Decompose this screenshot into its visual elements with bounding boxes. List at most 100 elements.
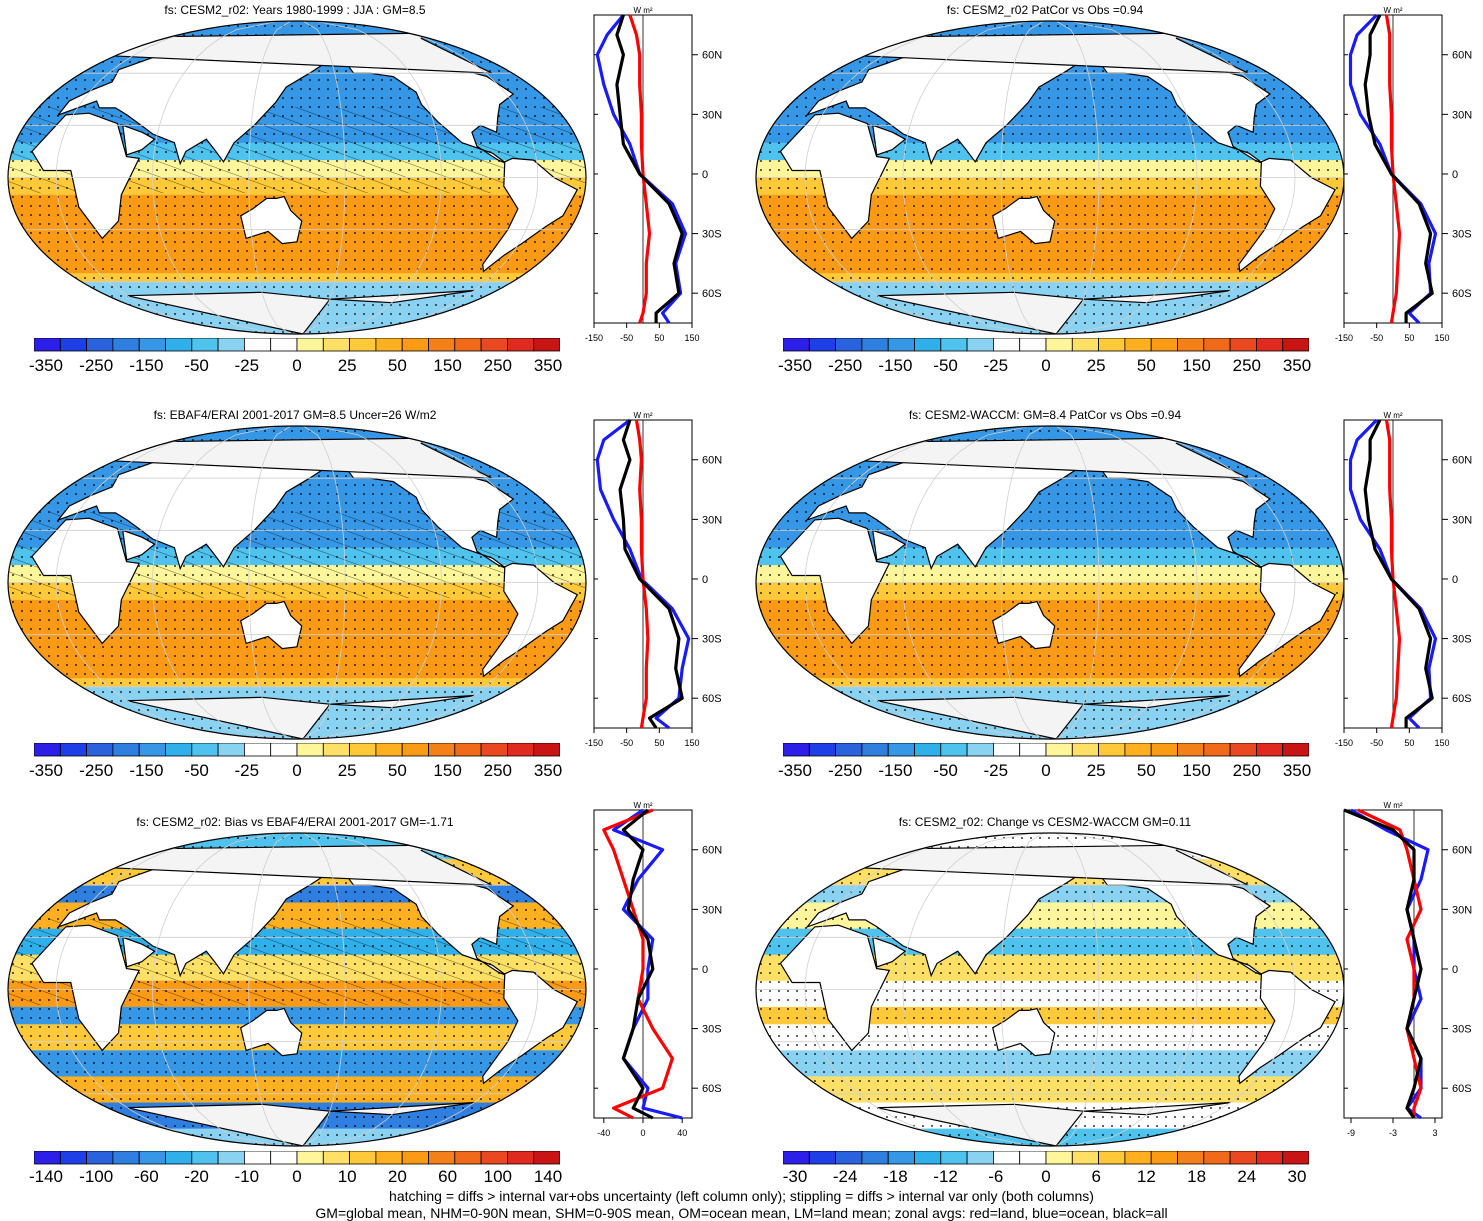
lat-tick-label: 30S xyxy=(702,229,722,241)
colorbar-tick-label: -10 xyxy=(234,1167,260,1186)
lat-tick-label: 0 xyxy=(1452,169,1458,181)
colorbar-swatch xyxy=(138,1151,166,1165)
lat-tick-label: 60N xyxy=(702,845,722,857)
colorbar-swatch xyxy=(375,743,403,757)
zonal-unit-label: W m² xyxy=(1383,411,1402,420)
colorbar-swatch xyxy=(480,1151,508,1165)
zonal-mean-plot: W m² 60N 30N 0 30S 60S -150 -50 50 150 xyxy=(1335,6,1472,343)
colorbar-swatch xyxy=(1282,338,1309,352)
zonal-land-line xyxy=(1357,808,1423,1118)
colorbar xyxy=(34,338,560,352)
colorbar-swatch xyxy=(914,743,942,757)
lat-tick-label: 60N xyxy=(702,50,722,62)
continent-samerica xyxy=(1238,157,1336,273)
map-plot xyxy=(7,832,587,1147)
colorbar-labels: -350 -250 -150 -50 -25 0 25 50 150 250 350 xyxy=(29,356,563,378)
colorbar-swatch xyxy=(322,743,350,757)
lat-tick-label: 60S xyxy=(702,288,722,300)
colorbar-tick-label: -20 xyxy=(184,1167,209,1186)
colorbar-labels: -350 -250 -150 -50 -25 0 25 50 150 250 350 xyxy=(778,356,1312,378)
zonal-all-line xyxy=(1343,808,1423,1119)
colorbar-swatch xyxy=(217,1151,245,1165)
graticule-lon xyxy=(1055,833,1100,1146)
zonal-all-line xyxy=(615,14,684,323)
x-tick-label: 150 xyxy=(684,333,699,343)
colorbar-swatch xyxy=(270,743,298,757)
zonal-unit-label: W m² xyxy=(1383,801,1402,810)
colorbar-swatch xyxy=(59,743,87,757)
colorbar-tick-label: -250 xyxy=(828,761,863,780)
colorbar-tick-label: 150 xyxy=(433,761,462,780)
colorbar-swatch xyxy=(533,338,560,352)
colorbar-swatch xyxy=(1282,743,1309,757)
graticule-lon xyxy=(1068,833,1198,1146)
colorbar-tick-label: -24 xyxy=(832,1167,858,1186)
colorbar-swatch xyxy=(401,1151,429,1165)
graticule-lon xyxy=(327,426,539,739)
colorbar-swatch xyxy=(1229,743,1257,757)
colorbar-tick-label: -150 xyxy=(878,356,913,375)
colorbar-swatch xyxy=(1255,1151,1284,1165)
colorbar-swatch xyxy=(1124,1151,1152,1165)
lat-tick-label: 30N xyxy=(702,109,722,121)
colorbar-tick-label: -6 xyxy=(988,1167,1004,1186)
x-tick-label: 40 xyxy=(677,1128,687,1138)
graticule-lon xyxy=(1080,833,1296,1146)
map-plot xyxy=(755,20,1345,335)
colorbar-tick-label: 10 xyxy=(337,1167,357,1186)
graticule-lon xyxy=(248,426,292,739)
graticule-lon xyxy=(55,833,267,1146)
continent-eurasia xyxy=(805,447,1087,571)
map-field xyxy=(8,426,586,739)
colorbar-swatch xyxy=(1045,338,1073,352)
colorbar xyxy=(783,1151,1309,1165)
continent-australia xyxy=(992,1007,1056,1057)
colorbar-tick-label: 350 xyxy=(533,356,563,375)
colorbar-swatch xyxy=(887,338,915,352)
zonal-all-line xyxy=(621,808,655,1120)
zonal-land-line xyxy=(634,419,650,729)
colorbar-swatch xyxy=(940,338,968,352)
colorbar-swatch xyxy=(1177,338,1205,352)
continent-africa xyxy=(779,924,891,1052)
colorbar-tick-label: 25 xyxy=(1086,761,1106,780)
colorbar-swatch xyxy=(992,338,1021,352)
colorbar-swatch xyxy=(243,743,272,757)
graticule-lon xyxy=(55,21,267,334)
lat-tick-label: 60N xyxy=(1452,455,1472,467)
colorbar-swatch xyxy=(808,338,836,352)
x-tick-label: -50 xyxy=(1370,738,1383,748)
graticule-lon xyxy=(152,21,279,334)
colorbar-swatch xyxy=(835,1151,863,1165)
colorbar-tick-label: 350 xyxy=(1282,356,1312,375)
colorbar-tick-label: -150 xyxy=(129,761,164,780)
colorbar xyxy=(783,338,1309,352)
continent-africa xyxy=(31,112,141,240)
colorbar-swatch xyxy=(191,743,219,757)
lat-tick-label: 0 xyxy=(702,169,708,181)
continent-samerica xyxy=(482,562,579,678)
x-tick-label: 150 xyxy=(684,738,699,748)
colorbar-tick-label: -350 xyxy=(777,761,813,780)
graticule-lon xyxy=(1000,426,1045,739)
colorbar-swatch xyxy=(34,743,61,757)
map-border xyxy=(7,20,587,335)
colorbar-tick-label: -150 xyxy=(129,356,164,375)
colorbar-swatch xyxy=(454,338,482,352)
continent-eurasia xyxy=(805,854,1087,978)
colorbar-swatch xyxy=(454,743,482,757)
continent-africa xyxy=(779,517,891,645)
graticule-lon xyxy=(902,426,1032,739)
continent-antarctica xyxy=(877,291,1085,334)
footer-note-2: GM=global mean, NHM=0-90N mean, SHM=0-90… xyxy=(315,1205,1168,1221)
lat-tick-label: 60N xyxy=(702,455,722,467)
colorbar-swatch xyxy=(914,338,942,352)
colorbar-swatch xyxy=(270,1151,298,1165)
zonal-unit-label: W m² xyxy=(633,6,652,15)
colorbar-tick-label: 0 xyxy=(1041,761,1051,780)
colorbar-tick-label: 350 xyxy=(1282,761,1312,780)
zonal-mean-plot: W m² 60N 30N 0 30S 60S -150 -50 50 150 xyxy=(585,6,722,343)
lat-tick-label: 60S xyxy=(1452,288,1472,300)
lat-tick-label: 30S xyxy=(1452,229,1472,241)
lat-tick-label: 30N xyxy=(1452,109,1472,121)
